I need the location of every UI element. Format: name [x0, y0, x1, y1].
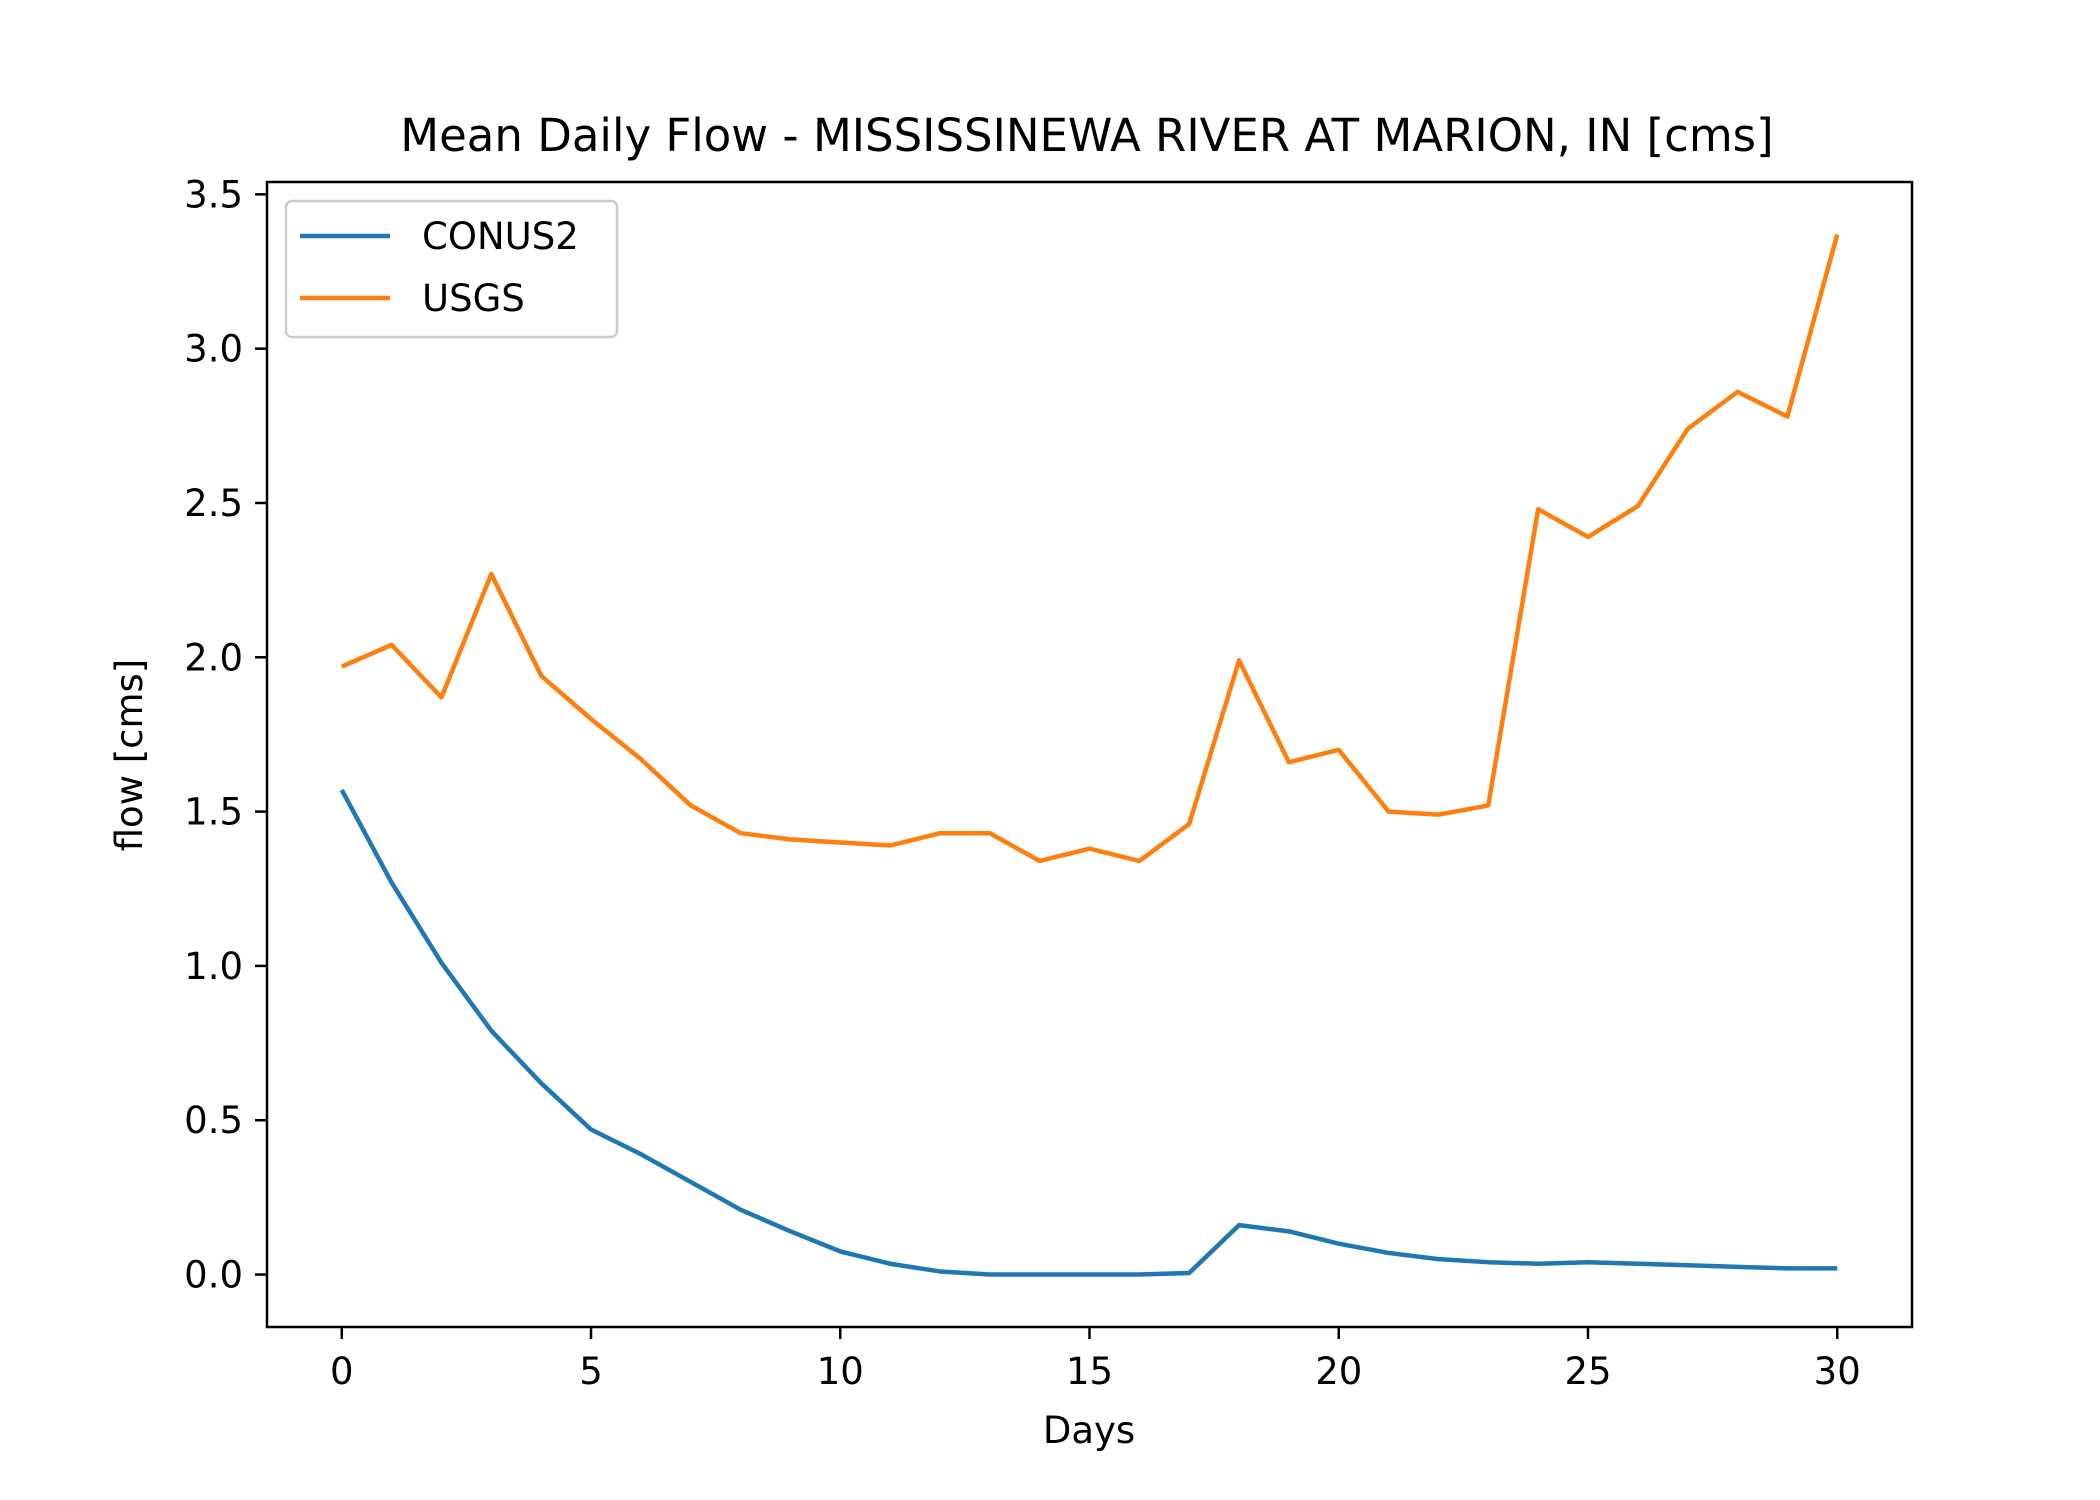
- data-point-conus2-4: [538, 1080, 544, 1086]
- data-point-usgs-18: [1236, 657, 1242, 663]
- data-point-conus2-3: [488, 1028, 494, 1034]
- data-point-usgs-26: [1635, 503, 1641, 509]
- legend-label-conus2: CONUS2: [422, 215, 579, 258]
- data-point-conus2-6: [638, 1151, 644, 1157]
- x-tick-label-5: 5: [579, 1350, 603, 1393]
- data-point-usgs-5: [588, 716, 594, 722]
- data-point-conus2-13: [987, 1272, 993, 1278]
- data-point-usgs-4: [538, 673, 544, 679]
- data-point-conus2-17: [1186, 1270, 1192, 1276]
- data-point-usgs-3: [488, 571, 494, 577]
- data-point-conus2-8: [738, 1207, 744, 1213]
- y-tick-label-0-5: 0.5: [184, 1099, 243, 1142]
- data-point-conus2-2: [438, 960, 444, 966]
- data-point-usgs-19: [1286, 759, 1292, 765]
- data-point-usgs-12: [937, 830, 943, 836]
- data-point-conus2-26: [1635, 1261, 1641, 1267]
- data-point-usgs-1: [389, 642, 395, 648]
- data-point-usgs-17: [1186, 821, 1192, 827]
- data-point-conus2-21: [1386, 1250, 1392, 1256]
- series-line-usgs: [340, 233, 1840, 864]
- data-point-conus2-10: [837, 1248, 843, 1254]
- data-point-conus2-15: [1087, 1272, 1093, 1278]
- data-point-usgs-25: [1585, 534, 1591, 540]
- data-point-conus2-28: [1735, 1264, 1741, 1270]
- y-tick-label-2: 2.0: [184, 636, 243, 679]
- y-axis: 0.0 0.5 1.0 1.5 2.0 2.5 3.0 3.5: [184, 173, 267, 1297]
- y-axis-label: flow [cms]: [108, 659, 151, 852]
- data-point-conus2-9: [787, 1228, 793, 1234]
- y-tick-label-2-5: 2.5: [184, 482, 243, 525]
- data-point-usgs-22: [1435, 812, 1441, 818]
- series-layer: [339, 231, 1840, 1278]
- data-point-usgs-24: [1535, 506, 1541, 512]
- data-point-conus2-12: [937, 1268, 943, 1274]
- data-point-conus2-11: [887, 1261, 893, 1267]
- data-point-usgs-27: [1685, 426, 1691, 432]
- data-point-usgs-8: [738, 830, 744, 836]
- y-tick-label-0: 0.0: [184, 1254, 243, 1297]
- data-point-usgs-16: [1136, 858, 1142, 864]
- y-tick-label-1: 1.0: [184, 945, 243, 988]
- x-axis-label: Days: [1043, 1409, 1135, 1452]
- data-point-conus2-29: [1784, 1265, 1790, 1271]
- data-point-usgs-9: [787, 836, 793, 842]
- x-tick-label-30: 30: [1814, 1350, 1861, 1393]
- x-tick-label-15: 15: [1066, 1350, 1113, 1393]
- data-point-conus2-22: [1435, 1256, 1441, 1262]
- data-point-conus2-0: [339, 787, 345, 793]
- data-point-usgs-28: [1735, 389, 1741, 395]
- data-point-usgs-14: [1037, 858, 1043, 864]
- data-point-conus2-30: [1834, 1265, 1840, 1271]
- x-tick-label-0: 0: [330, 1350, 354, 1393]
- data-point-usgs-2: [438, 694, 444, 700]
- data-point-conus2-27: [1685, 1262, 1691, 1268]
- data-point-usgs-15: [1087, 846, 1093, 852]
- y-tick-label-1-5: 1.5: [184, 791, 243, 834]
- data-point-conus2-18: [1236, 1222, 1242, 1228]
- data-point-usgs-30: [1834, 231, 1840, 237]
- chart-title: Mean Daily Flow - MISSISSINEWA RIVER AT …: [400, 109, 1773, 162]
- data-point-conus2-20: [1336, 1241, 1342, 1247]
- x-tick-label-20: 20: [1315, 1350, 1362, 1393]
- x-tick-label-10: 10: [817, 1350, 864, 1393]
- y-tick-label-3-5: 3.5: [184, 173, 243, 216]
- data-point-usgs-11: [887, 843, 893, 849]
- data-point-usgs-20: [1336, 747, 1342, 753]
- data-point-conus2-24: [1535, 1261, 1541, 1267]
- y-tick-label-3: 3.0: [184, 328, 243, 371]
- data-point-usgs-23: [1485, 802, 1491, 808]
- data-point-conus2-5: [588, 1126, 594, 1132]
- data-point-conus2-23: [1485, 1259, 1491, 1265]
- data-point-conus2-7: [688, 1179, 694, 1185]
- x-axis: 0 5 10 15 20 25 30: [330, 1327, 1861, 1393]
- data-point-conus2-25: [1585, 1259, 1591, 1265]
- data-point-usgs-7: [688, 802, 694, 808]
- data-point-usgs-10: [837, 839, 843, 845]
- data-point-conus2-16: [1136, 1272, 1142, 1278]
- series-line-conus2: [339, 788, 1838, 1277]
- legend-label-usgs: USGS: [422, 277, 525, 320]
- data-point-usgs-6: [638, 756, 644, 762]
- data-point-conus2-1: [389, 880, 395, 886]
- data-point-conus2-14: [1037, 1272, 1043, 1278]
- data-point-usgs-0: [339, 664, 345, 670]
- x-tick-label-25: 25: [1564, 1350, 1611, 1393]
- data-point-usgs-13: [987, 830, 993, 836]
- data-point-conus2-19: [1286, 1228, 1292, 1234]
- data-point-usgs-21: [1386, 809, 1392, 815]
- legend: CONUS2 USGS: [284, 199, 619, 339]
- data-point-usgs-29: [1784, 414, 1790, 420]
